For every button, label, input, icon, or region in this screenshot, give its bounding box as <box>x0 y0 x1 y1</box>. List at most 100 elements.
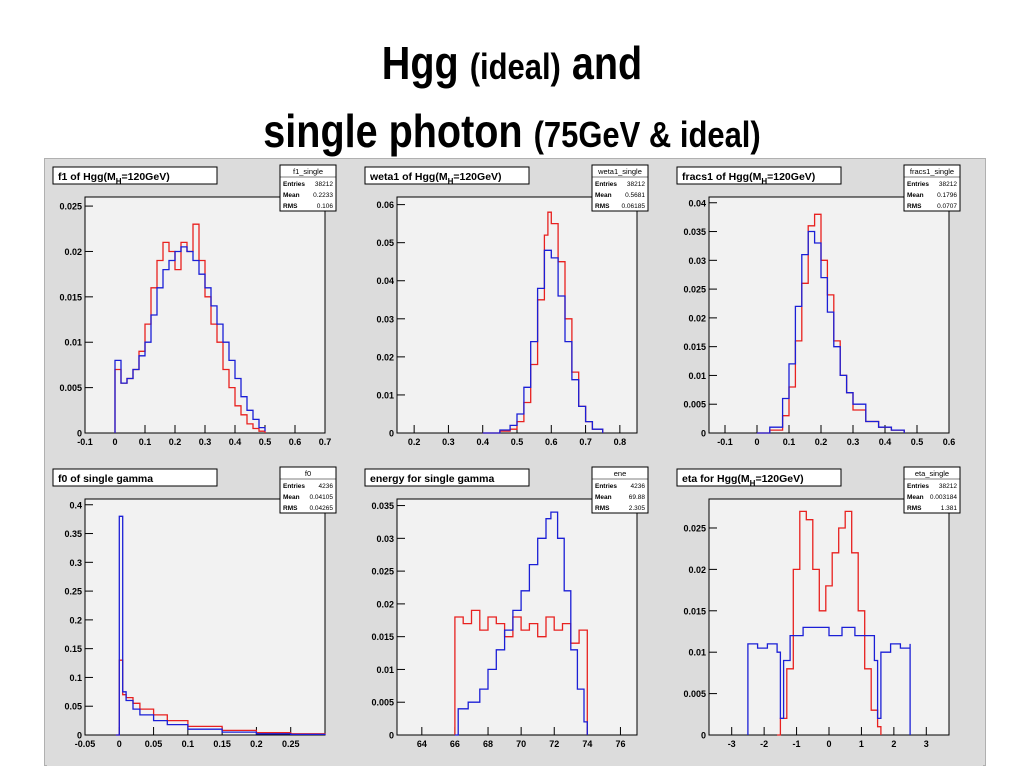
x-tick-label: -0.1 <box>77 437 93 447</box>
stats-label: Entries <box>595 181 617 188</box>
title-box: weta1 of Hgg(MH=120GeV) <box>364 166 530 186</box>
y-tick-label: 0.15 <box>64 644 82 654</box>
stats-name: f1_single <box>293 167 323 176</box>
stats-value: 38212 <box>315 181 333 188</box>
stats-box: f1_single Entries 38212 Mean 0.2233 RMS 0.106 <box>279 164 337 212</box>
stats-label: Mean <box>595 192 612 199</box>
y-tick-label: 0.005 <box>59 383 82 393</box>
stats-label: Mean <box>283 192 300 199</box>
stats-value: 0.1796 <box>937 192 957 199</box>
y-tick-label: 0.005 <box>371 698 394 708</box>
histogram-f1: f1 of Hgg(MH=120GeV) f1_single Entries 3821… <box>47 161 359 464</box>
x-tick-label: 74 <box>582 739 592 749</box>
y-tick-label: 0.01 <box>376 390 394 400</box>
x-tick-label: 0.1 <box>139 437 152 447</box>
stats-value: 0.04105 <box>310 494 334 501</box>
y-tick-label: 0.35 <box>64 529 82 539</box>
x-tick-label: 66 <box>450 739 460 749</box>
x-tick-label: 0.6 <box>289 437 302 447</box>
y-tick-label: 0.04 <box>688 198 706 208</box>
x-tick-label: 0.25 <box>282 739 300 749</box>
x-tick-label: 0.05 <box>145 739 163 749</box>
stats-value: 0.0707 <box>937 203 957 210</box>
x-tick-label: -3 <box>728 739 736 749</box>
y-tick-label: 0.015 <box>59 292 82 302</box>
stats-label: RMS <box>907 505 922 512</box>
slide-title-line1: Hgg (ideal) and <box>72 36 953 90</box>
x-tick-label: 0.2 <box>408 437 421 447</box>
stats-label: Entries <box>907 181 929 188</box>
stats-name: ene <box>614 469 627 478</box>
y-tick-label: 0.06 <box>376 200 394 210</box>
stats-label: Entries <box>595 483 617 490</box>
x-tick-label: 0.15 <box>213 739 231 749</box>
y-tick-label: 0 <box>77 429 82 439</box>
y-tick-label: 0.005 <box>683 400 706 410</box>
y-tick-label: 0 <box>389 429 394 439</box>
x-tick-label: 0.8 <box>614 437 627 447</box>
x-tick-label: -2 <box>760 739 768 749</box>
stats-box: weta1_single Entries 38212 Mean 0.5681 RMS 0.0… <box>591 164 649 212</box>
series-blue <box>115 515 326 736</box>
y-tick-label: 0.3 <box>69 558 82 568</box>
y-tick-label: 0.4 <box>69 500 82 510</box>
x-tick-label: 0.2 <box>169 437 182 447</box>
stats-label: RMS <box>283 203 298 210</box>
stats-label: Entries <box>907 483 929 490</box>
plot-frame <box>84 498 326 736</box>
y-tick-label: 0 <box>77 731 82 741</box>
x-tick-label: -0.1 <box>717 437 733 447</box>
x-tick-label: 0 <box>826 739 831 749</box>
y-tick-label: 0.02 <box>688 565 706 575</box>
stats-label: RMS <box>595 203 610 210</box>
stats-value: 69.88 <box>629 494 646 501</box>
y-tick-label: 0.015 <box>683 342 706 352</box>
y-tick-label: 0.02 <box>376 599 394 609</box>
stats-value: 1.381 <box>941 505 958 512</box>
series-blue <box>482 249 604 434</box>
histogram-energy: energy for single gamma ene Entries 4236 Mea… <box>359 463 671 766</box>
x-tick-label: 72 <box>549 739 559 749</box>
histogram-eta: eta for Hgg(MH=120GeV) eta_single Entries 3… <box>671 463 983 766</box>
y-tick-label: 0 <box>701 429 706 439</box>
y-tick-label: 0.025 <box>683 523 706 533</box>
stats-value: 38212 <box>939 181 957 188</box>
y-tick-label: 0 <box>389 731 394 741</box>
title-energy-ideal: (75GeV & ideal) <box>533 114 761 155</box>
stats-name: weta1_single <box>597 167 642 176</box>
series-blue <box>454 511 588 736</box>
stats-label: Mean <box>907 494 924 501</box>
stats-label: RMS <box>907 203 922 210</box>
title-ideal: (ideal) <box>469 46 561 87</box>
histogram-fracs1: fracs1 of Hgg(MH=120GeV) fracs1_single Ent… <box>671 161 983 464</box>
series-blue <box>757 230 905 434</box>
title-box: f0 of single gamma <box>52 468 218 487</box>
stats-label: RMS <box>283 505 298 512</box>
x-tick-label: 1 <box>859 739 864 749</box>
x-tick-label: 0.5 <box>911 437 924 447</box>
chart-title: energy for single gamma <box>370 473 494 485</box>
stats-value: 0.04265 <box>310 505 334 512</box>
series-blue <box>114 246 266 433</box>
stats-name: fracs1_single <box>910 167 954 176</box>
stats-label: Entries <box>283 181 305 188</box>
stats-label: Mean <box>595 494 612 501</box>
x-tick-label: 0.3 <box>442 437 455 447</box>
stats-value: 0.003184 <box>930 494 957 501</box>
stats-label: Mean <box>907 192 924 199</box>
chart-title: weta1 of Hgg(MH=120GeV) <box>369 171 502 186</box>
y-tick-label: 0.015 <box>371 632 394 642</box>
y-tick-label: 0.02 <box>64 247 82 257</box>
series-blue <box>747 626 911 735</box>
x-tick-label: 0.4 <box>476 437 489 447</box>
stats-value: 38212 <box>939 483 957 490</box>
chart-title: eta for Hgg(MH=120GeV) <box>682 473 804 488</box>
plot-frame <box>708 196 950 434</box>
stats-value: 2.305 <box>629 505 646 512</box>
plot-canvas: f1 of Hgg(MH=120GeV) f1_single Entries 3821… <box>44 158 986 766</box>
x-tick-label: 0.2 <box>815 437 828 447</box>
plot-frame <box>708 498 950 736</box>
y-tick-label: 0.01 <box>64 338 82 348</box>
slide-title-line2: single photon (75GeV & ideal) <box>72 104 953 158</box>
